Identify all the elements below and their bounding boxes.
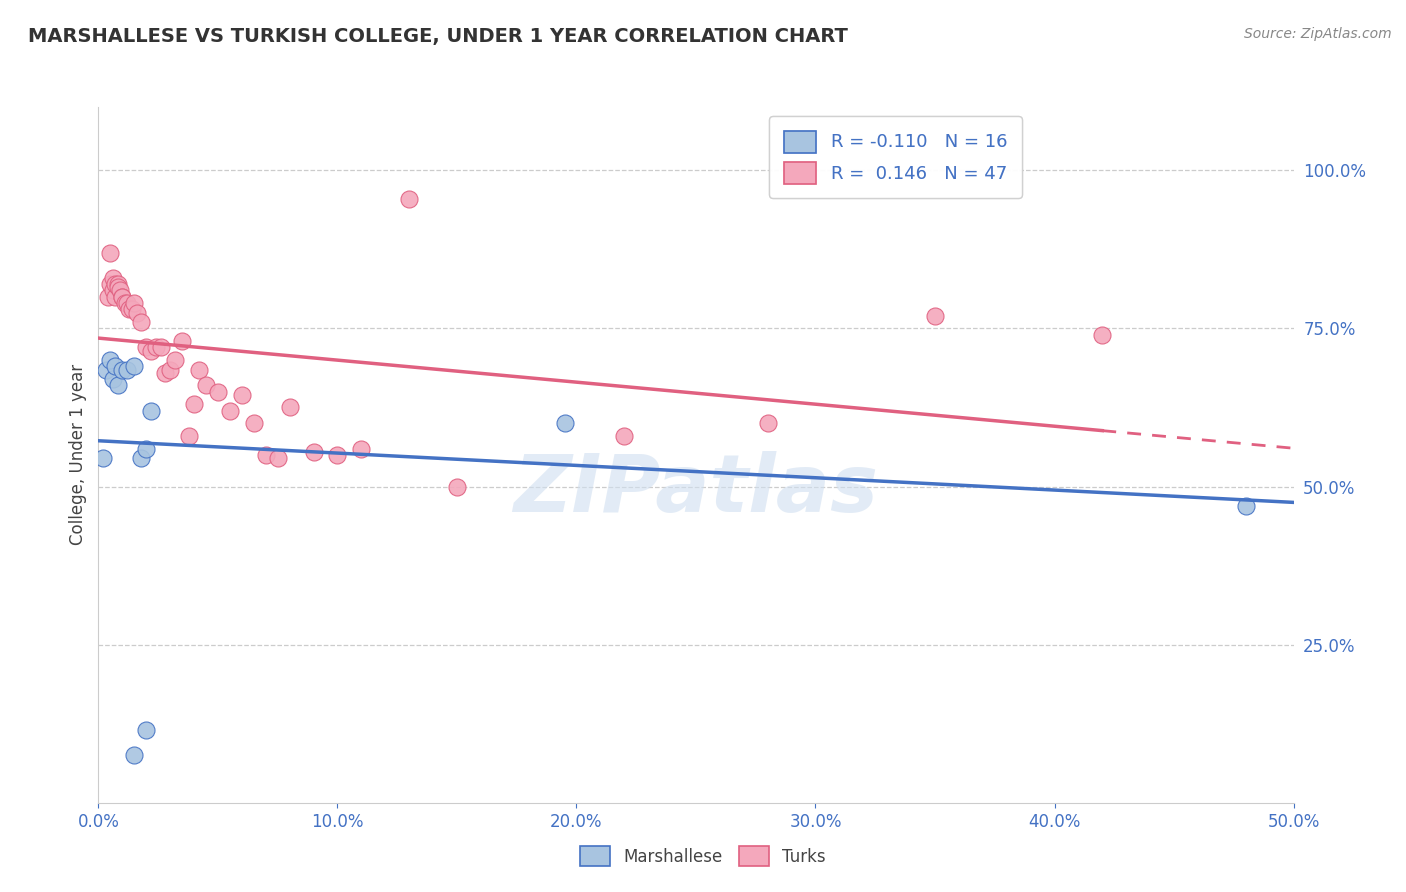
Point bbox=[98, 353, 122, 368]
Point bbox=[108, 284, 131, 298]
Point bbox=[243, 417, 266, 431]
Point bbox=[231, 388, 253, 402]
Legend: Marshallese, Turks: Marshallese, Turks bbox=[572, 838, 834, 875]
Point bbox=[94, 362, 117, 376]
Point bbox=[115, 362, 138, 376]
Point bbox=[446, 479, 468, 493]
Point bbox=[219, 403, 242, 417]
Point bbox=[139, 343, 162, 358]
Point bbox=[107, 280, 129, 294]
Point bbox=[121, 302, 143, 317]
Point bbox=[149, 340, 172, 354]
Point bbox=[91, 451, 114, 466]
Point bbox=[111, 290, 134, 304]
Point bbox=[187, 362, 209, 376]
Point bbox=[97, 290, 120, 304]
Y-axis label: College, Under 1 year: College, Under 1 year bbox=[69, 364, 87, 546]
Point bbox=[155, 366, 177, 380]
Point bbox=[111, 290, 134, 304]
Point bbox=[98, 277, 122, 292]
Point bbox=[554, 417, 576, 431]
Legend: R = -0.110   N = 16, R =  0.146   N = 47: R = -0.110 N = 16, R = 0.146 N = 47 bbox=[769, 116, 1022, 198]
Point bbox=[115, 296, 138, 310]
Point bbox=[254, 448, 277, 462]
Point bbox=[172, 334, 194, 348]
Point bbox=[924, 309, 946, 323]
Point bbox=[179, 429, 201, 443]
Point bbox=[107, 277, 129, 292]
Point bbox=[194, 378, 217, 392]
Point bbox=[267, 451, 290, 466]
Point bbox=[183, 397, 205, 411]
Point bbox=[131, 315, 153, 329]
Point bbox=[101, 270, 124, 285]
Point bbox=[98, 245, 122, 260]
Point bbox=[1091, 327, 1114, 342]
Point bbox=[159, 362, 181, 376]
Point bbox=[104, 277, 127, 292]
Point bbox=[124, 296, 146, 310]
Point bbox=[101, 284, 124, 298]
Point bbox=[278, 401, 301, 415]
Point bbox=[125, 305, 148, 319]
Point bbox=[104, 359, 127, 374]
Point bbox=[1234, 499, 1257, 513]
Point bbox=[135, 723, 157, 737]
Point bbox=[326, 448, 349, 462]
Point bbox=[107, 378, 129, 392]
Text: ZIPatlas: ZIPatlas bbox=[513, 450, 879, 529]
Point bbox=[111, 362, 134, 376]
Point bbox=[131, 451, 153, 466]
Point bbox=[104, 290, 127, 304]
Point bbox=[135, 340, 157, 354]
Text: Source: ZipAtlas.com: Source: ZipAtlas.com bbox=[1244, 27, 1392, 41]
Point bbox=[302, 444, 325, 458]
Point bbox=[124, 359, 146, 374]
Point bbox=[145, 340, 167, 354]
Point bbox=[135, 442, 157, 456]
Text: MARSHALLESE VS TURKISH COLLEGE, UNDER 1 YEAR CORRELATION CHART: MARSHALLESE VS TURKISH COLLEGE, UNDER 1 … bbox=[28, 27, 848, 45]
Point bbox=[613, 429, 636, 443]
Point bbox=[118, 302, 141, 317]
Point bbox=[756, 417, 779, 431]
Point bbox=[101, 372, 124, 386]
Point bbox=[398, 192, 420, 206]
Point bbox=[207, 384, 229, 399]
Point bbox=[163, 353, 186, 368]
Point bbox=[124, 748, 146, 763]
Point bbox=[350, 442, 373, 456]
Point bbox=[114, 296, 136, 310]
Point bbox=[139, 403, 162, 417]
